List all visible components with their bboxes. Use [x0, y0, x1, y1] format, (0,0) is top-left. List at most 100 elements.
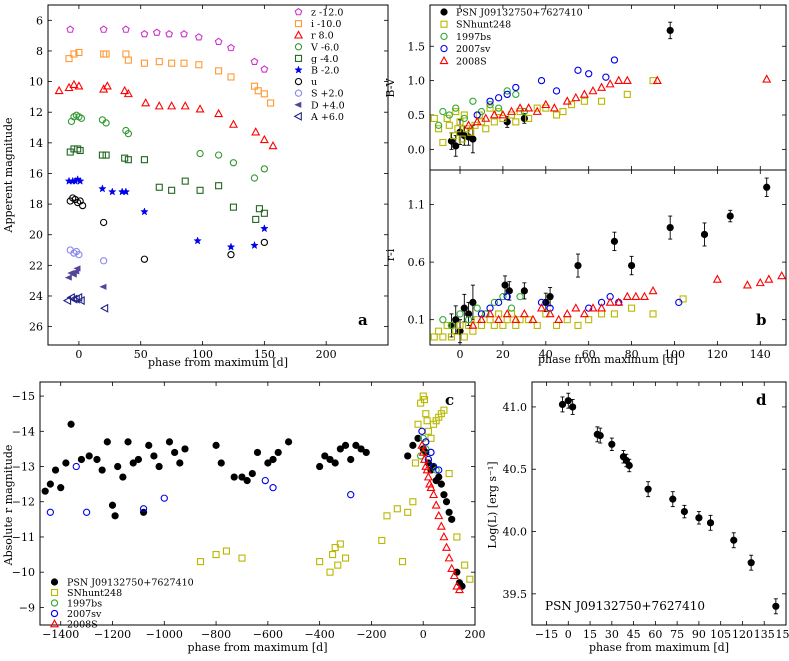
- data-point: [124, 156, 132, 164]
- data-point: [259, 134, 269, 144]
- legend-marker: [50, 599, 59, 607]
- data-point: [269, 484, 277, 492]
- data-point: [124, 129, 133, 138]
- data-point: [99, 25, 108, 33]
- series-snhunt248: [196, 392, 474, 583]
- data-point: [625, 461, 633, 470]
- data-point: [176, 459, 184, 467]
- legend-entry: PSN J09132750+7627410: [67, 578, 194, 589]
- data-point: [326, 568, 334, 576]
- y-tick-label: 1.1: [408, 199, 426, 212]
- data-point: [434, 510, 444, 520]
- legend-c: PSN J09132750+7627410SNhunt2481997bs2007…: [49, 578, 194, 631]
- data-point: [520, 287, 528, 295]
- legend-marker: [294, 65, 303, 74]
- data-point: [82, 508, 91, 516]
- data-point: [196, 149, 204, 158]
- data-point: [447, 321, 456, 330]
- data-point: [260, 238, 269, 247]
- data-point: [434, 121, 443, 129]
- y-axis-label: Absolute r magnitude: [2, 445, 15, 567]
- legend-marker: [50, 588, 59, 597]
- data-point: [447, 137, 456, 145]
- data-point: [70, 50, 78, 58]
- x-tick-label: 0: [457, 348, 464, 361]
- y-tick-label: 26: [29, 321, 43, 334]
- data-point: [502, 308, 512, 318]
- data-point: [552, 87, 561, 95]
- data-point: [585, 70, 593, 78]
- legend-entry: SNhunt248: [456, 20, 511, 31]
- data-point: [472, 116, 482, 126]
- data-point: [440, 406, 448, 414]
- series-2008s: [464, 74, 772, 129]
- data-point: [180, 30, 188, 38]
- x-tick-label: 80: [625, 348, 639, 361]
- series-b-2-0: [64, 175, 269, 251]
- data-point: [383, 512, 391, 520]
- legend-entry: i -10.0: [311, 19, 341, 30]
- data-point: [614, 297, 624, 306]
- data-point: [250, 57, 259, 65]
- data-point: [134, 455, 142, 464]
- data-point: [69, 271, 77, 278]
- x-tick-label: 135: [754, 628, 775, 641]
- data-point: [264, 459, 272, 467]
- data-point: [427, 434, 435, 442]
- data-point: [512, 83, 520, 92]
- data-point: [559, 108, 567, 116]
- legend-marker: [440, 20, 448, 28]
- data-point: [512, 90, 520, 99]
- data-point: [334, 561, 342, 569]
- x-tick-label: 40: [539, 348, 553, 361]
- data-point: [469, 135, 477, 143]
- data-point: [140, 207, 149, 216]
- data-point: [460, 114, 468, 123]
- data-point: [155, 462, 163, 471]
- data-point: [41, 487, 49, 495]
- data-point: [120, 85, 130, 95]
- data-point: [227, 250, 235, 259]
- legend-marker: [440, 8, 448, 16]
- data-point: [726, 212, 734, 220]
- y-tick-label: 14: [29, 137, 43, 150]
- data-point: [579, 89, 589, 98]
- data-point: [533, 104, 541, 112]
- data-point: [679, 295, 687, 303]
- y-tick-label: 1.0: [408, 75, 426, 88]
- data-point: [680, 507, 689, 516]
- data-point: [222, 547, 230, 555]
- data-point: [155, 183, 163, 191]
- y-tick-label: 8: [36, 45, 43, 58]
- y-tick-label: 20: [29, 229, 43, 242]
- data-point: [194, 33, 203, 41]
- data-point: [214, 37, 223, 46]
- data-point: [536, 303, 547, 312]
- data-point: [102, 151, 110, 159]
- legend-marker: [294, 77, 303, 86]
- data-point: [121, 154, 129, 162]
- legend-entry: A +6.0: [310, 112, 344, 123]
- y-tick-label: 40.5: [503, 463, 528, 476]
- data-point: [458, 135, 466, 143]
- data-point: [507, 304, 516, 312]
- plot-area-b_top: [430, 21, 772, 157]
- data-point: [610, 310, 618, 318]
- x-tick-label: 0: [565, 628, 572, 641]
- x-tick-label: 120: [707, 348, 728, 361]
- data-point: [331, 459, 339, 467]
- y-tick-label: −9: [19, 601, 35, 614]
- data-point: [712, 274, 722, 283]
- legend-marker: [293, 111, 302, 121]
- series-r-8-0: [54, 79, 278, 150]
- data-point: [427, 448, 435, 457]
- data-point: [261, 476, 269, 485]
- data-point: [316, 462, 324, 471]
- data-point: [437, 480, 445, 488]
- data-point: [78, 201, 87, 210]
- data-point: [422, 410, 430, 418]
- data-point: [511, 314, 521, 324]
- series-1997bs: [434, 87, 529, 129]
- data-point: [666, 26, 674, 35]
